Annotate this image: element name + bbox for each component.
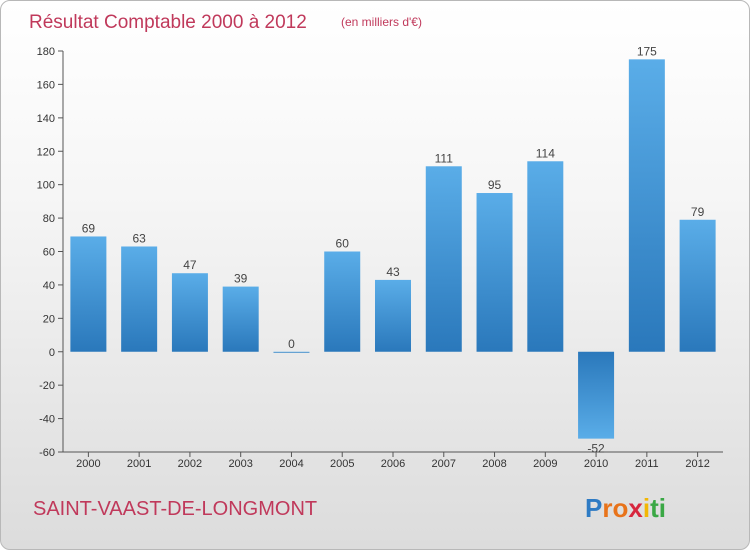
bar-2007 <box>425 166 462 352</box>
logo-letter: t <box>650 493 659 523</box>
y-axis-ticks: 180 160 140 120 100 80 60 40 20 0 -20 -40 -60 <box>37 46 63 459</box>
logo-letter: P <box>585 493 602 523</box>
bar-2000 <box>70 236 107 352</box>
bar-2006 <box>375 279 411 352</box>
y-tick-label: 20 <box>43 313 55 325</box>
y-tick-label: -20 <box>39 380 55 392</box>
x-tick-label: 2009 <box>533 458 557 470</box>
y-tick-label: 0 <box>49 347 55 359</box>
x-tick-label: 2006 <box>381 458 405 470</box>
y-tick-label: 100 <box>37 180 55 192</box>
bar-2003 <box>222 286 259 352</box>
bar-2010 <box>578 351 615 439</box>
logo-letter: x <box>628 493 643 523</box>
logo-letter: r <box>602 493 612 523</box>
bar-2001 <box>121 246 158 352</box>
chart-title: Résultat Comptable 2000 à 2012 <box>29 12 307 33</box>
x-tick-label: 2003 <box>228 458 252 470</box>
bar-2005 <box>324 251 361 352</box>
y-tick-label: 40 <box>43 280 55 292</box>
bar-2012 <box>679 219 716 352</box>
x-tick-label: 2004 <box>279 458 303 470</box>
data-label-2000: 69 <box>82 221 96 235</box>
x-tick-label: 2002 <box>178 458 202 470</box>
data-label-2008: 95 <box>488 178 502 192</box>
data-label-2003: 39 <box>234 272 248 286</box>
y-tick-label: 180 <box>37 46 55 58</box>
data-label-2009: 114 <box>536 146 555 160</box>
y-tick-label: 140 <box>37 113 55 125</box>
y-tick-label: 120 <box>37 146 55 158</box>
x-tick-label: 2007 <box>432 458 456 470</box>
bar-2009 <box>527 161 564 352</box>
bar-series: 69 63 47 39 0 60 43 111 95 114 -52 175 79 <box>70 44 716 456</box>
x-axis-ticks: 2000 2001 2002 2003 2004 2005 2006 2007 2008 2009… <box>76 452 710 470</box>
data-label-2004: 0 <box>288 337 295 351</box>
bar-2008 <box>476 193 513 352</box>
y-tick-label: -60 <box>39 447 55 459</box>
chart-subtitle: (en milliers d'€) <box>341 15 422 29</box>
y-tick-label: 160 <box>37 79 55 91</box>
data-label-2006: 43 <box>386 265 400 279</box>
x-tick-label: 2008 <box>482 458 506 470</box>
data-label-2011: 175 <box>637 44 657 58</box>
bar-2002 <box>171 273 208 352</box>
x-tick-label: 2010 <box>584 458 608 470</box>
data-label-2010: -52 <box>587 442 605 456</box>
data-label-2001: 63 <box>132 231 146 245</box>
x-tick-label: 2012 <box>685 458 709 470</box>
y-tick-label: 80 <box>43 213 55 225</box>
logo-letter: o <box>612 493 628 523</box>
logo-letter: i <box>659 493 666 523</box>
x-tick-label: 2000 <box>76 458 100 470</box>
data-label-2012: 79 <box>691 205 705 219</box>
proxiti-logo: Proxiti <box>585 493 666 523</box>
y-tick-label: -40 <box>39 414 55 426</box>
y-tick-label: 60 <box>43 247 55 259</box>
bar-2011 <box>628 59 665 352</box>
data-label-2007: 111 <box>435 151 454 165</box>
x-tick-label: 2005 <box>330 458 354 470</box>
data-label-2005: 60 <box>336 237 350 251</box>
logo-letter: i <box>643 493 650 523</box>
bar-2004 <box>273 351 310 353</box>
town-name: SAINT-VAAST-DE-LONGMONT <box>33 498 317 520</box>
x-tick-label: 2001 <box>127 458 151 470</box>
x-tick-label: 2011 <box>635 458 659 470</box>
data-label-2002: 47 <box>183 258 197 272</box>
